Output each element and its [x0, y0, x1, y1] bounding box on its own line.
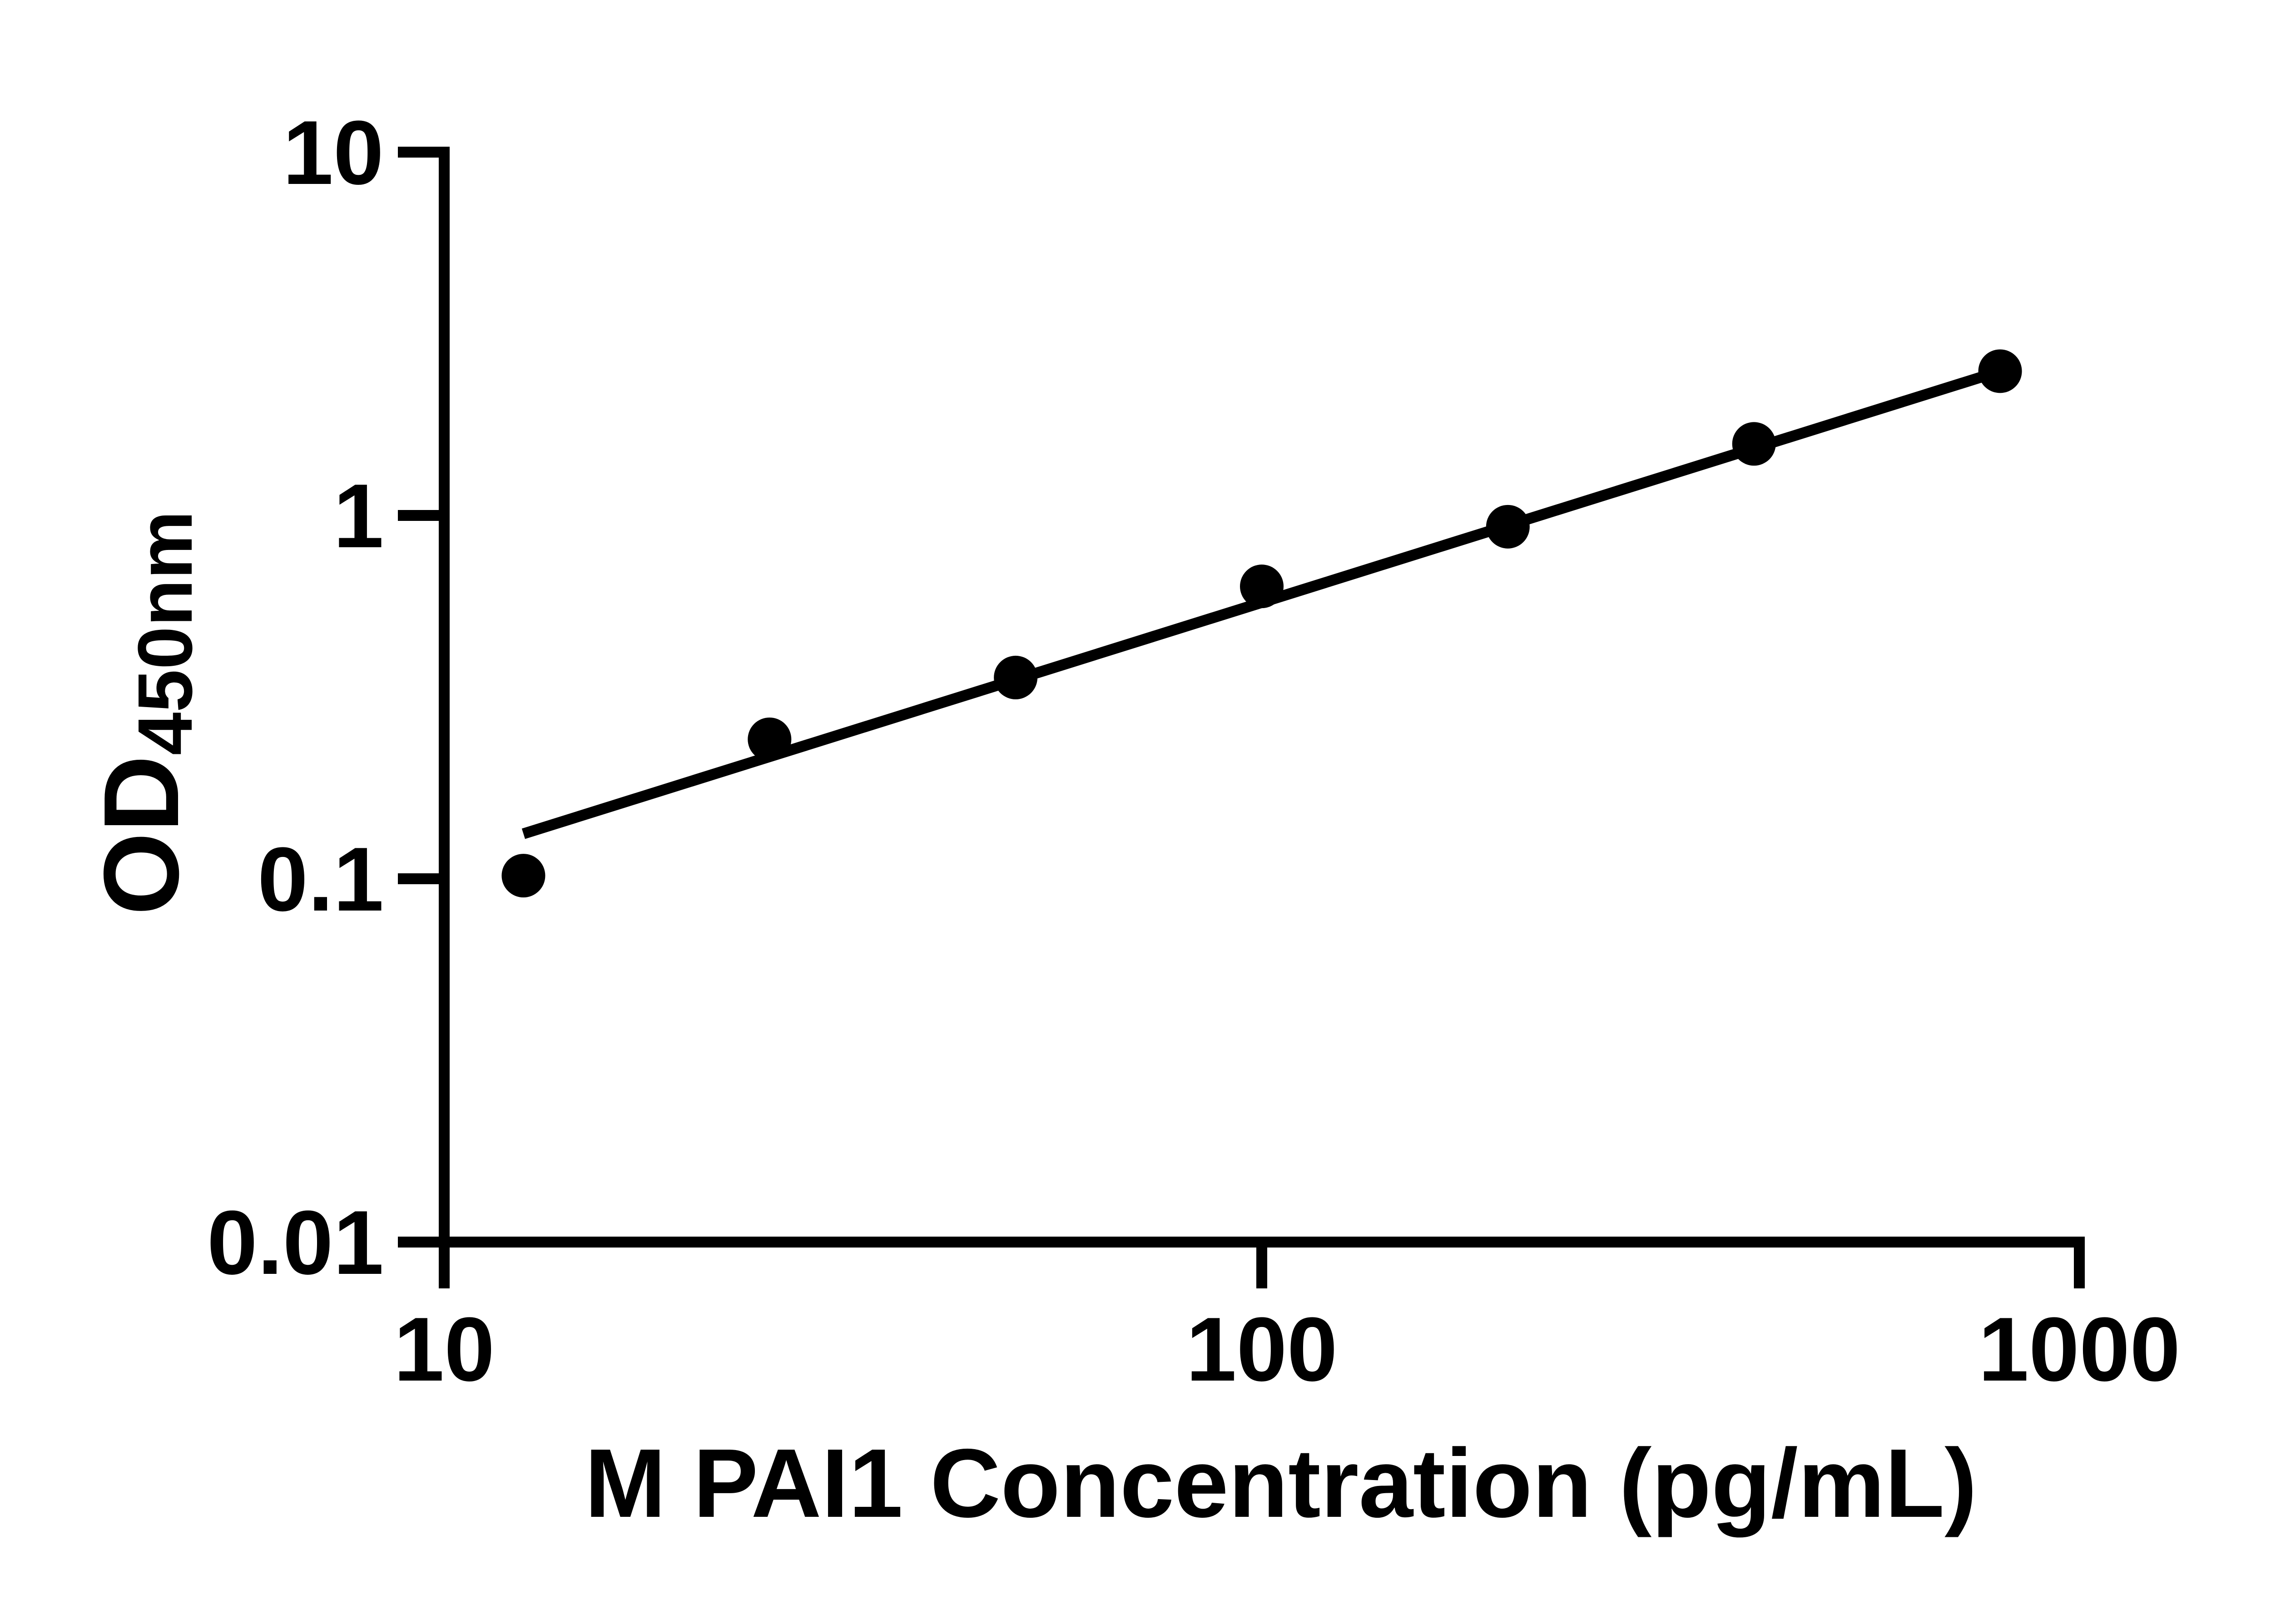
y-tick-label: 10 — [283, 102, 384, 203]
x-axis-title: M PAI1 Concentration (pg/mL) — [585, 1428, 1977, 1538]
y-tick-label: 0.01 — [207, 1192, 384, 1293]
data-point — [1486, 505, 1530, 549]
data-point — [1240, 564, 1284, 609]
data-point — [994, 655, 1038, 699]
x-tick-label: 1000 — [1978, 1299, 2181, 1400]
data-point — [501, 854, 545, 898]
y-tick-label: 1 — [333, 465, 384, 567]
y-tick-label: 0.1 — [258, 829, 384, 930]
data-point — [748, 717, 792, 761]
y-axis-title-main: OD — [81, 755, 201, 916]
x-tick-label: 100 — [1186, 1299, 1338, 1400]
x-tick-label: 10 — [394, 1299, 495, 1400]
y-axis-title-subscript: 450nm — [122, 510, 208, 755]
data-point — [1732, 422, 1776, 466]
data-point — [1978, 349, 2022, 393]
y-axis-title: OD450nm — [81, 510, 208, 915]
